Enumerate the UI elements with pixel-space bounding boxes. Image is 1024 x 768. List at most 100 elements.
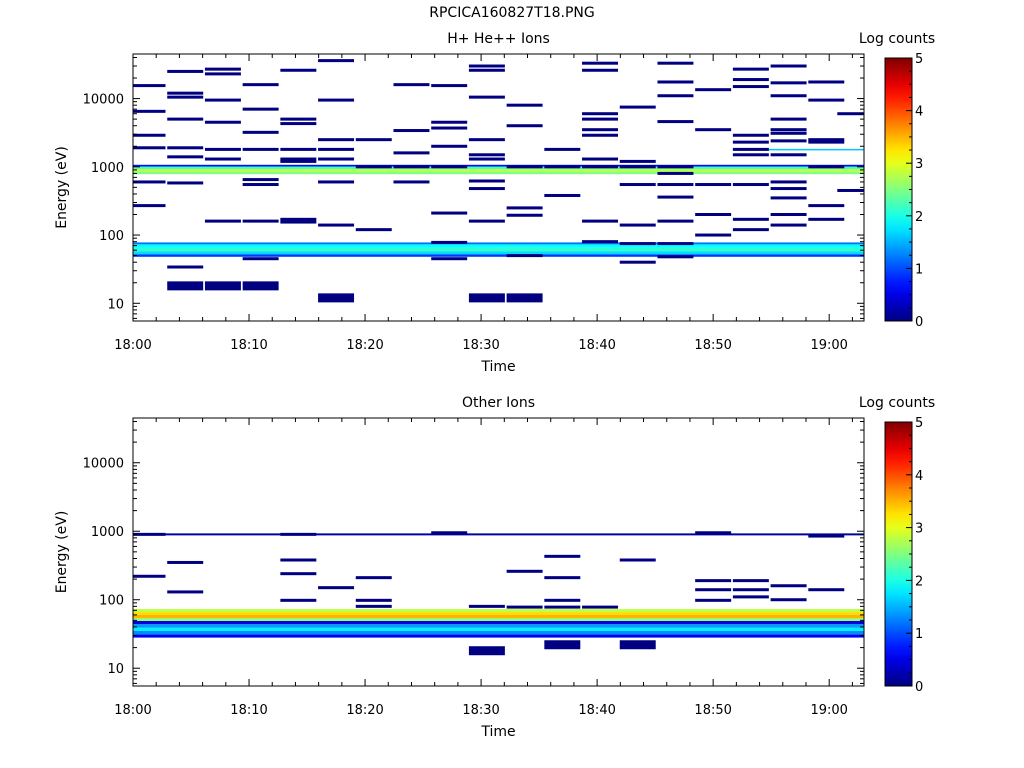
count-cell [280,220,317,224]
x-tick-label: 18:40 [578,703,615,718]
count-cell [808,217,845,221]
count-cell [468,293,505,303]
page-title: RPCICA160827T18.PNG [429,5,595,21]
count-cell [468,68,505,72]
count-cell [431,211,468,215]
count-cell [695,588,732,592]
count-cell [657,61,694,65]
count-cell [770,223,807,227]
count-cell [544,640,581,650]
count-cell [544,147,581,151]
count-cell [468,64,505,68]
count-cell [204,67,241,71]
count-cell [318,586,355,590]
count-cell [732,67,769,71]
colorbar-tick-label: 3 [915,522,923,537]
x-tick-label: 18:50 [694,338,731,353]
count-cell [468,604,505,608]
colorbar [884,421,913,687]
count-cell [770,117,807,121]
y-tick-label: 1000 [91,161,124,176]
count-cell [657,219,694,223]
count-cell [431,84,468,88]
count-cell [619,242,656,246]
count-cell [695,213,732,217]
count-cell [280,532,317,536]
count-cell [167,117,204,121]
count-cell [506,165,543,169]
panel-title: Other Ions [462,395,535,411]
y-tick-label: 1000 [91,525,124,540]
count-cell [695,128,732,132]
count-cell [133,133,166,137]
x-tick-label: 18:30 [462,703,499,718]
count-cell [732,133,769,137]
count-cell [732,140,769,144]
y-tick-label: 10 [107,297,124,312]
energy-band [133,620,864,625]
count-cell [770,584,807,588]
plot-area [133,531,864,656]
count-cell [133,84,166,88]
count-cell [431,120,468,124]
count-cell [695,233,732,237]
count-cell [770,64,807,68]
count-cell [242,257,279,261]
count-cell [506,206,543,210]
count-cell [318,59,355,63]
count-cell [468,179,505,183]
count-cell [808,138,845,142]
count-cell [657,165,694,169]
count-cell [468,187,505,191]
count-cell [732,147,769,151]
count-cell [133,532,166,536]
energy-band [133,244,864,248]
count-cell [582,128,619,132]
count-cell [318,293,355,303]
count-cell [657,195,694,199]
count-cell [280,159,317,163]
count-cell [619,223,656,227]
count-cell [393,83,430,87]
count-cell [582,219,619,223]
x-tick-label: 18:20 [346,338,383,353]
count-cell [468,153,505,157]
count-cell [318,147,355,151]
count-cell [167,155,204,159]
count-cell [657,94,694,98]
count-cell [506,605,543,609]
count-cell [619,159,656,163]
colorbar-scale [884,421,913,687]
count-cell [770,180,807,184]
colorbar-tick-label: 5 [915,52,923,67]
count-cell [318,223,355,227]
count-cell [355,598,392,602]
count-cell [133,204,166,208]
count-cell [242,130,279,134]
x-axis-label: Time [480,724,515,740]
count-cell [242,83,279,87]
y-tick-label: 100 [99,594,124,609]
count-cell [770,131,807,135]
count-cell [393,151,430,155]
count-cell [431,531,468,535]
x-tick-label: 18:00 [114,703,151,718]
count-cell [468,138,505,142]
count-cell [619,558,656,562]
count-cell [468,646,505,656]
count-cell [770,94,807,98]
count-cell [468,219,505,223]
count-cell [808,98,845,102]
count-cell [770,598,807,602]
energy-band [133,624,864,628]
count-cell [770,196,807,200]
y-tick-label: 10 [107,662,124,677]
energy-band [732,148,864,151]
energy-band [133,627,864,631]
count-cell [657,183,694,187]
count-cell [242,147,279,151]
energy-band [133,166,864,169]
count-cell [582,112,619,116]
count-cell [619,165,656,169]
count-cell [770,81,807,85]
